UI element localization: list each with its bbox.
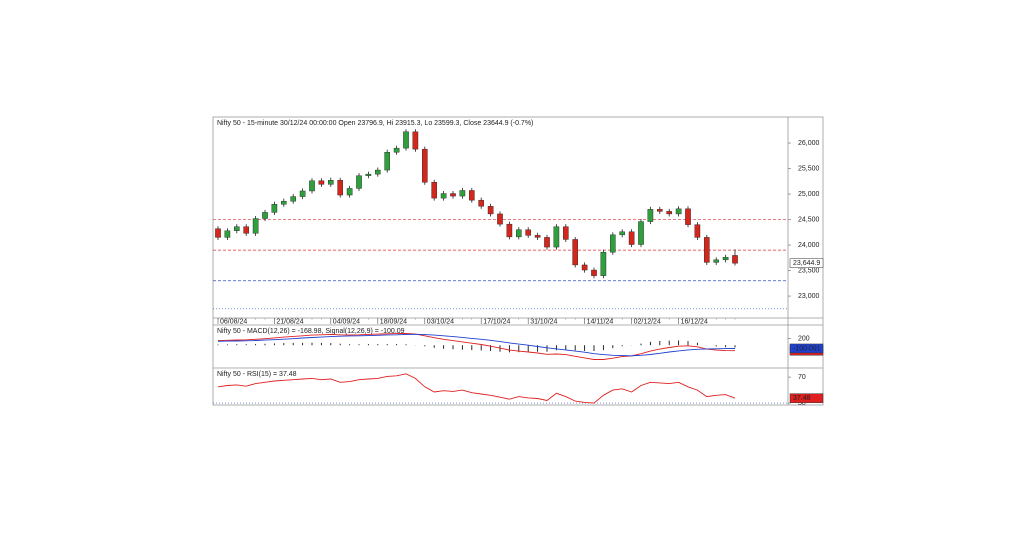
- candle-body: [252, 218, 259, 234]
- candle-body: [233, 226, 240, 231]
- candle-body: [384, 152, 391, 171]
- candle-body: [619, 231, 625, 236]
- candle-body: [638, 221, 644, 245]
- y-tick-label: 25,000: [798, 191, 820, 198]
- candle-body: [469, 190, 475, 201]
- x-tick-label: 21/08/24: [276, 318, 303, 325]
- candle-body: [600, 251, 607, 276]
- candle-body: [506, 223, 513, 238]
- series-line: [217, 333, 736, 360]
- value-box-label: -100.091: [793, 345, 821, 352]
- candle-body: [450, 193, 456, 197]
- series-line: [217, 333, 736, 357]
- x-tick-label: 17/10/24: [483, 318, 510, 325]
- y-tick-label: 24,000: [798, 242, 820, 249]
- candle-body: [544, 237, 550, 248]
- candle-body: [713, 259, 719, 263]
- candle-body: [516, 229, 522, 238]
- value-box: [789, 258, 824, 268]
- candle-body: [299, 190, 306, 197]
- candle-body: [328, 180, 334, 185]
- x-tick-label: 14/11/24: [587, 318, 614, 325]
- candle-body: [722, 257, 729, 261]
- value-box-label: 37.48: [793, 395, 811, 402]
- panel-title: Nifty 50 - MACD(12,26) = -168.98, Signal…: [217, 328, 405, 335]
- candle-body: [685, 208, 691, 225]
- chart-frame: [212, 116, 824, 406]
- panel-title: Nifty 50 - 15-minute 30/12/24 00:00:00 O…: [217, 120, 533, 127]
- y-tick-label: 25,500: [798, 165, 820, 172]
- candle-body: [572, 239, 578, 266]
- candle-body: [704, 237, 710, 263]
- candle-body: [262, 212, 268, 219]
- candle-body: [459, 190, 466, 197]
- candle-body: [487, 206, 494, 215]
- y-tick-label: 24,500: [798, 216, 820, 223]
- series-line: [217, 373, 736, 404]
- y-tick-label: 70: [798, 374, 806, 381]
- candle-body: [337, 180, 344, 196]
- candle-body: [224, 230, 231, 238]
- candle-body: [393, 147, 400, 153]
- value-box: [789, 393, 824, 403]
- candle-body: [628, 231, 635, 245]
- y-tick-label: 23,500: [798, 267, 820, 274]
- candle-body: [694, 224, 701, 238]
- candle-body: [478, 199, 485, 207]
- x-tick-label: 16/12/24: [681, 318, 708, 325]
- candle-body: [591, 269, 597, 276]
- x-tick-label: 04/09/24: [333, 318, 360, 325]
- y-tick-label: 23,000: [798, 293, 820, 300]
- x-tick-label: 02/12/24: [634, 318, 661, 325]
- candle-body: [375, 169, 381, 175]
- candle-body: [346, 188, 353, 196]
- candle-body: [422, 148, 428, 183]
- candle-body: [563, 226, 569, 240]
- x-tick-label: 31/10/24: [530, 318, 557, 325]
- candle-body: [403, 131, 409, 149]
- candle-body: [356, 175, 362, 189]
- candle-body: [440, 193, 447, 199]
- candle-body: [497, 213, 503, 225]
- candle-body: [666, 211, 672, 215]
- candle-body: [525, 229, 531, 236]
- y-tick-label: 200: [798, 336, 810, 343]
- candle-body: [553, 226, 560, 248]
- candle-body: [581, 264, 588, 271]
- value-box-label: 23,644.9: [793, 260, 820, 267]
- candle-body: [534, 235, 541, 238]
- value-box: [789, 343, 824, 354]
- candle-body: [647, 209, 654, 222]
- candle-body: [412, 131, 419, 150]
- candle-body: [215, 228, 221, 238]
- x-tick-label: 03/10/24: [427, 318, 454, 325]
- x-tick-label: 18/09/24: [380, 318, 407, 325]
- panel-title: Nifty 50 - RSI(15) = 37.48: [217, 371, 297, 378]
- candle-body: [431, 182, 438, 199]
- y-tick-label: 30: [798, 400, 806, 407]
- candle-body: [309, 180, 315, 192]
- candle-body: [281, 200, 287, 205]
- candle-body: [243, 226, 250, 234]
- candle-body: [290, 196, 297, 202]
- candle-body: [657, 209, 663, 212]
- candle-body: [675, 208, 682, 215]
- candle-body: [610, 234, 616, 253]
- x-tick-label: 06/08/24: [220, 318, 247, 325]
- candle-body: [732, 255, 738, 264]
- candle-body: [318, 180, 325, 185]
- candle-body: [271, 204, 278, 213]
- y-tick-label: 26,000: [798, 140, 820, 147]
- candle-body: [365, 173, 372, 176]
